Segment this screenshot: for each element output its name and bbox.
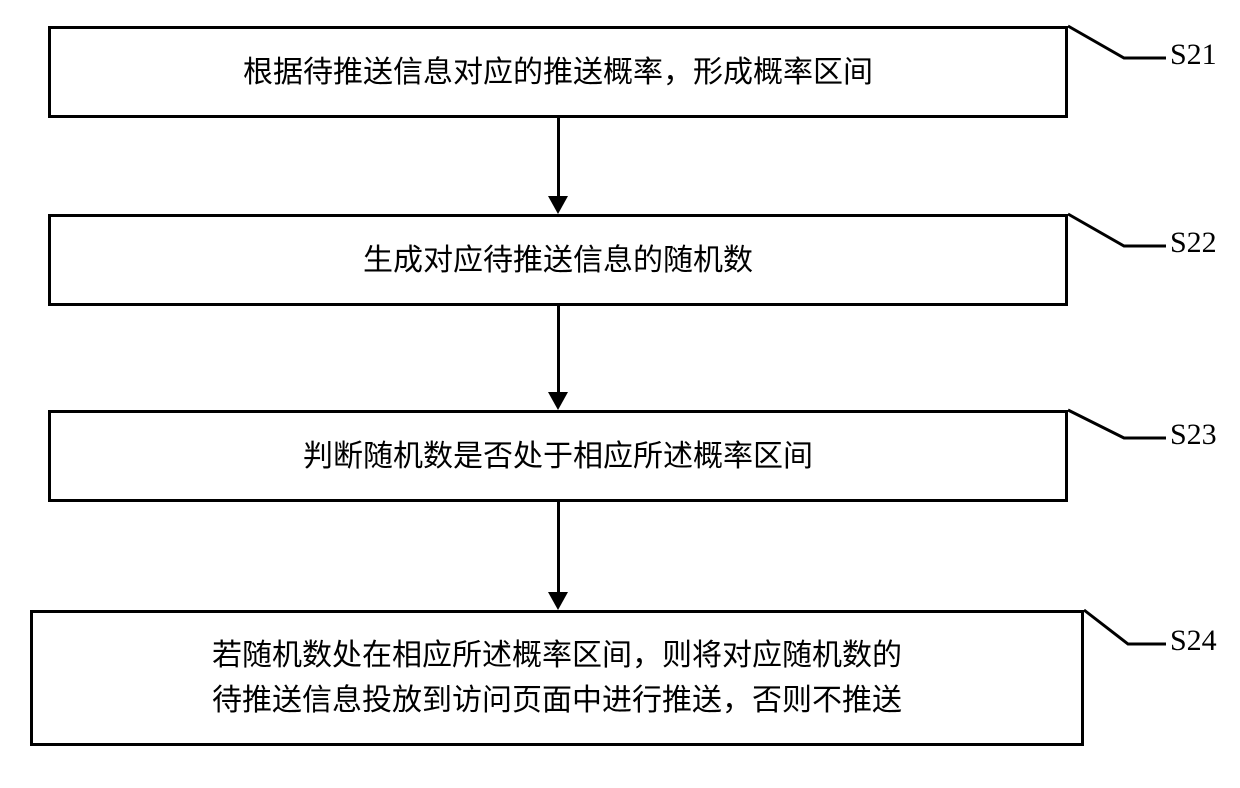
flow-step-s22-text: 生成对应待推送信息的随机数 [363,238,753,283]
arrow-s23-s24 [557,502,560,592]
flow-step-s22: 生成对应待推送信息的随机数 [48,214,1068,306]
arrow-head-s23-s24 [548,592,568,610]
arrow-head-s21-s22 [548,196,568,214]
flow-step-s21-text: 根据待推送信息对应的推送概率，形成概率区间 [243,50,873,95]
flow-step-s23-text: 判断随机数是否处于相应所述概率区间 [303,434,813,479]
flow-step-s21: 根据待推送信息对应的推送概率，形成概率区间 [48,26,1068,118]
arrow-s21-s22 [557,118,560,196]
flow-step-s24: 若随机数处在相应所述概率区间，则将对应随机数的 待推送信息投放到访问页面中进行推… [30,610,1084,746]
flow-step-s23: 判断随机数是否处于相应所述概率区间 [48,410,1068,502]
flow-step-s24-text: 若随机数处在相应所述概率区间，则将对应随机数的 待推送信息投放到访问页面中进行推… [212,633,902,723]
step-label-s23: S23 [1170,418,1217,452]
arrow-s22-s23 [557,306,560,392]
step-label-s24: S24 [1170,624,1217,658]
step-label-s21: S21 [1170,38,1217,72]
arrow-head-s22-s23 [548,392,568,410]
step-label-s22: S22 [1170,226,1217,260]
